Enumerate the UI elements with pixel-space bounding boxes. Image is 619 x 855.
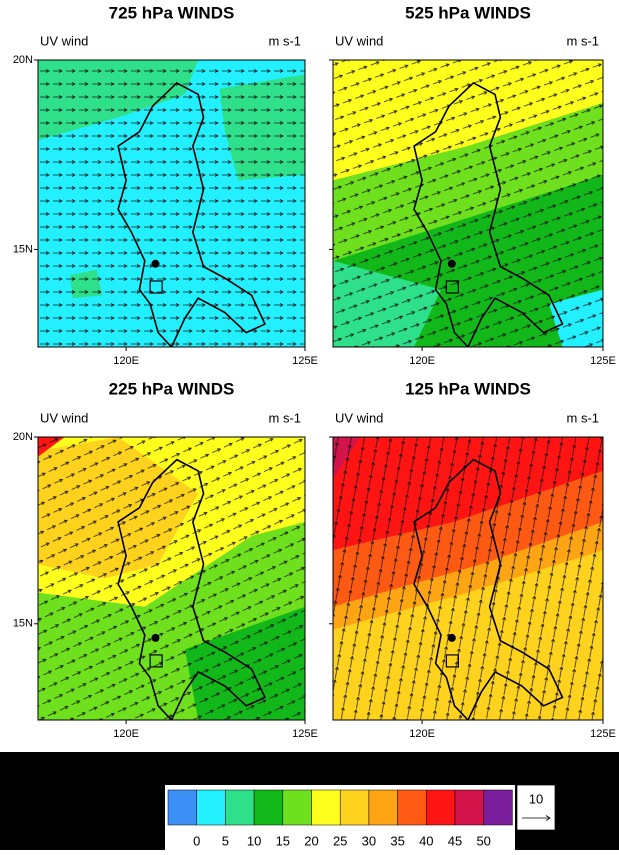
site-marker <box>151 633 160 642</box>
panel-title: 225 hPa WINDS <box>109 379 235 398</box>
y-tick-label: 15N <box>13 243 33 255</box>
colorbar-box <box>253 789 284 826</box>
colorbar-label: 45 <box>448 833 462 848</box>
colorbar-box <box>196 789 226 826</box>
coastline <box>413 81 564 347</box>
x-tick-label: 125E <box>590 728 616 740</box>
panel-right-label: m s-1 <box>269 33 302 48</box>
colorbar-label: 30 <box>362 833 376 848</box>
reference-vector-head <box>545 815 551 821</box>
colorbar-label: 10 <box>247 833 261 848</box>
colorbar-label: 15 <box>276 833 290 848</box>
panel-title: 125 hPa WINDS <box>405 379 531 398</box>
colorbar-label: 25 <box>333 833 347 848</box>
wind-vectors <box>333 437 603 720</box>
site-box <box>149 280 163 294</box>
panel: 525 hPa WINDS UV wind m s-1 120E 125E <box>329 3 616 367</box>
x-tick-label: 120E <box>113 355 139 367</box>
colorbar-box <box>426 789 456 826</box>
coastline <box>117 81 267 347</box>
y-tick-label: 20N <box>13 54 33 66</box>
x-tick-label: 125E <box>292 355 318 367</box>
map-frame <box>37 436 306 721</box>
map-area <box>38 60 305 347</box>
colorbar-label: 5 <box>222 833 229 848</box>
site-box <box>445 654 459 668</box>
colorbar-label: 40 <box>419 833 433 848</box>
colorbar-label: 50 <box>476 833 490 848</box>
colorbar-box <box>339 789 370 826</box>
colorbar-box <box>454 789 484 826</box>
panel-right-label: m s-1 <box>269 410 302 425</box>
colorbar-box <box>167 789 197 826</box>
colorbar-label: 20 <box>304 833 318 848</box>
map-frame <box>332 59 604 348</box>
panel-right-label: m s-1 <box>567 33 600 48</box>
panel-left-label: UV wind <box>40 410 88 425</box>
colorbar-box <box>282 789 312 826</box>
map-area <box>333 437 603 720</box>
x-tick-label: 120E <box>113 728 139 740</box>
map-area <box>38 437 305 720</box>
y-tick-label: 15N <box>13 618 33 630</box>
colorbar-label: 35 <box>390 833 404 848</box>
wind-vectors <box>38 60 305 347</box>
panel: 125 hPa WINDS UV wind m s-1 120E 125E <box>329 379 616 740</box>
panel-right-label: m s-1 <box>567 410 600 425</box>
y-tick-label: 20N <box>13 431 33 443</box>
x-tick-label: 125E <box>590 355 616 367</box>
panel-left-label: UV wind <box>40 33 88 48</box>
map-frame <box>332 436 604 721</box>
panel: 725 hPa WINDS UV wind m s-1 20N 15N 120E 125E <box>13 3 318 366</box>
site-box <box>445 280 459 294</box>
colorbar-box <box>311 789 341 826</box>
wind-vectors <box>38 437 305 720</box>
panel-left-label: UV wind <box>335 410 383 425</box>
site-marker <box>447 633 456 642</box>
reference-vector-label: 10 <box>529 791 543 806</box>
x-tick-label: 120E <box>409 728 435 740</box>
map-area <box>333 60 603 347</box>
map-frame <box>37 59 306 348</box>
panel-title: 525 hPa WINDS <box>405 3 531 22</box>
wind-vectors <box>333 60 603 347</box>
x-tick-label: 125E <box>292 728 318 740</box>
colorbar: 0 5 10 15 20 25 30 35 40 45 50 10 <box>165 784 556 850</box>
colorbar-box <box>483 789 513 826</box>
site-box <box>149 654 163 668</box>
x-tick-label: 120E <box>409 355 435 367</box>
colorbar-label: 0 <box>193 833 200 848</box>
site-marker <box>447 259 456 268</box>
site-marker <box>151 259 160 268</box>
reference-vector-box <box>516 784 556 831</box>
colorbar-box <box>225 789 255 826</box>
panel: 225 hPa WINDS UV wind m s-1 20N 15N 120E 125E <box>13 379 318 739</box>
panel-left-label: UV wind <box>335 33 383 48</box>
colorbar-box <box>397 789 427 826</box>
panel-title: 725 hPa WINDS <box>109 3 235 22</box>
coastline <box>117 458 267 720</box>
colorbar-box <box>368 789 398 826</box>
coastline <box>413 458 564 720</box>
